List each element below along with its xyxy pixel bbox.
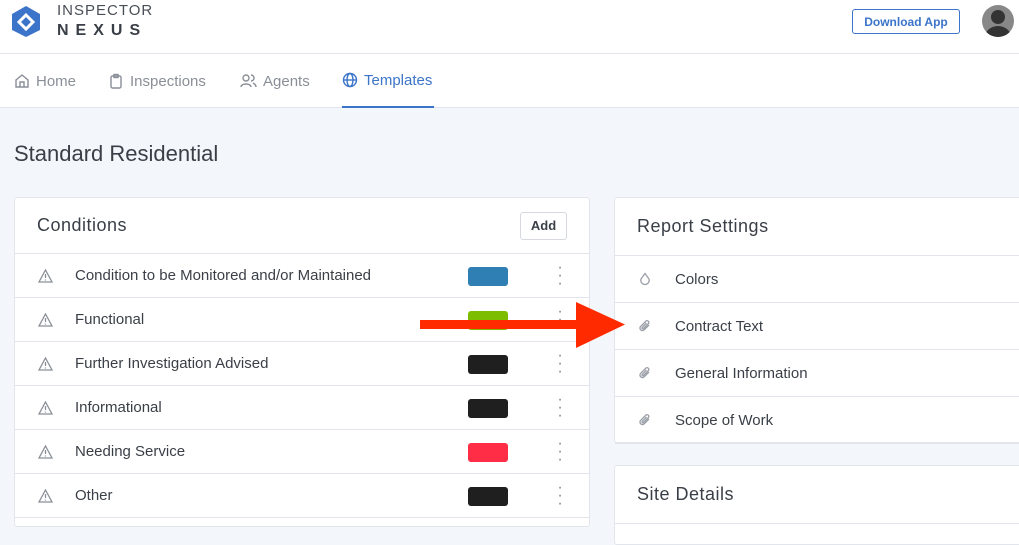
- condition-label: Further Investigation Advised: [75, 355, 269, 372]
- globe-icon: [342, 72, 358, 88]
- brand-line1: INSPECTOR: [57, 2, 154, 19]
- conditions-card: Conditions Add Condition to be Monitored…: [14, 197, 590, 527]
- report-setting-item[interactable]: Colors: [615, 256, 1019, 303]
- report-setting-item[interactable]: Scope of Work: [615, 397, 1019, 444]
- main-nav: Home Inspections Agents Templates: [0, 54, 1019, 108]
- report-settings-card: Report Settings Colors Contract Text Gener…: [614, 197, 1019, 444]
- tab-agents[interactable]: Agents: [240, 54, 310, 108]
- tab-label: Inspections: [130, 72, 206, 90]
- conditions-title: Conditions: [37, 215, 128, 235]
- condition-color-swatch[interactable]: [468, 443, 508, 462]
- condition-label: Other: [75, 487, 113, 504]
- warning-icon: [37, 268, 53, 283]
- condition-color-swatch[interactable]: [468, 399, 508, 418]
- warning-icon: [37, 400, 53, 415]
- report-setting-label: General Information: [675, 364, 808, 382]
- download-app-button[interactable]: Download App: [852, 9, 960, 34]
- report-setting-item[interactable]: Contract Text: [615, 303, 1019, 350]
- condition-label: Needing Service: [75, 443, 186, 460]
- tab-home[interactable]: Home: [14, 54, 76, 108]
- site-details-title: Site Details: [637, 484, 735, 504]
- condition-color-swatch[interactable]: [468, 355, 508, 374]
- report-setting-label: Contract Text: [675, 317, 764, 335]
- condition-row[interactable]: Further Investigation Advised · · ·: [15, 342, 589, 386]
- more-vertical-icon[interactable]: ···: [557, 391, 563, 424]
- users-icon: [240, 74, 257, 88]
- clipboard-icon: [110, 73, 122, 89]
- paperclip-icon: [639, 413, 650, 425]
- warning-icon: [37, 312, 53, 327]
- top-header: INSPECTOR NEXUS Download App: [0, 0, 1019, 54]
- condition-row[interactable]: Needing Service · · ·: [15, 430, 589, 474]
- brand-line2: NEXUS: [57, 22, 148, 39]
- paperclip-icon: [639, 319, 650, 331]
- warning-icon: [37, 356, 53, 371]
- more-vertical-icon[interactable]: ···: [557, 347, 563, 380]
- condition-row[interactable]: Condition to be Monitored and/or Maintai…: [15, 254, 589, 298]
- site-details-card: Site Details: [614, 465, 1019, 545]
- page-title: Standard Residential: [14, 141, 219, 166]
- warning-icon: [37, 444, 53, 459]
- tab-label: Home: [36, 72, 77, 90]
- more-vertical-icon[interactable]: ···: [557, 435, 563, 468]
- droplet-icon: [640, 271, 650, 285]
- condition-row[interactable]: Other · · ·: [15, 474, 589, 518]
- condition-color-swatch[interactable]: [468, 267, 508, 286]
- warning-icon: [37, 488, 53, 503]
- condition-label: Informational: [75, 399, 162, 416]
- tab-label: Templates: [364, 71, 433, 89]
- logo-icon: [12, 6, 40, 37]
- condition-label: Functional: [75, 311, 145, 328]
- condition-color-swatch[interactable]: [468, 487, 508, 506]
- report-setting-label: Scope of Work: [675, 411, 774, 429]
- more-vertical-icon[interactable]: ···: [557, 259, 563, 292]
- tab-label: Agents: [263, 72, 310, 90]
- tab-templates[interactable]: Templates: [342, 54, 434, 108]
- avatar[interactable]: [982, 5, 1014, 37]
- condition-row[interactable]: Informational · · ·: [15, 386, 589, 430]
- paperclip-icon: [639, 366, 650, 378]
- condition-label: Condition to be Monitored and/or Maintai…: [75, 267, 372, 284]
- report-settings-title: Report Settings: [637, 216, 769, 236]
- tab-inspections[interactable]: Inspections: [108, 54, 206, 108]
- report-setting-item[interactable]: General Information: [615, 350, 1019, 397]
- report-setting-label: Colors: [675, 270, 719, 288]
- add-condition-button[interactable]: Add: [520, 211, 567, 240]
- more-vertical-icon[interactable]: ···: [557, 479, 563, 512]
- home-icon: [15, 74, 29, 88]
- annotation-arrow: [420, 302, 625, 348]
